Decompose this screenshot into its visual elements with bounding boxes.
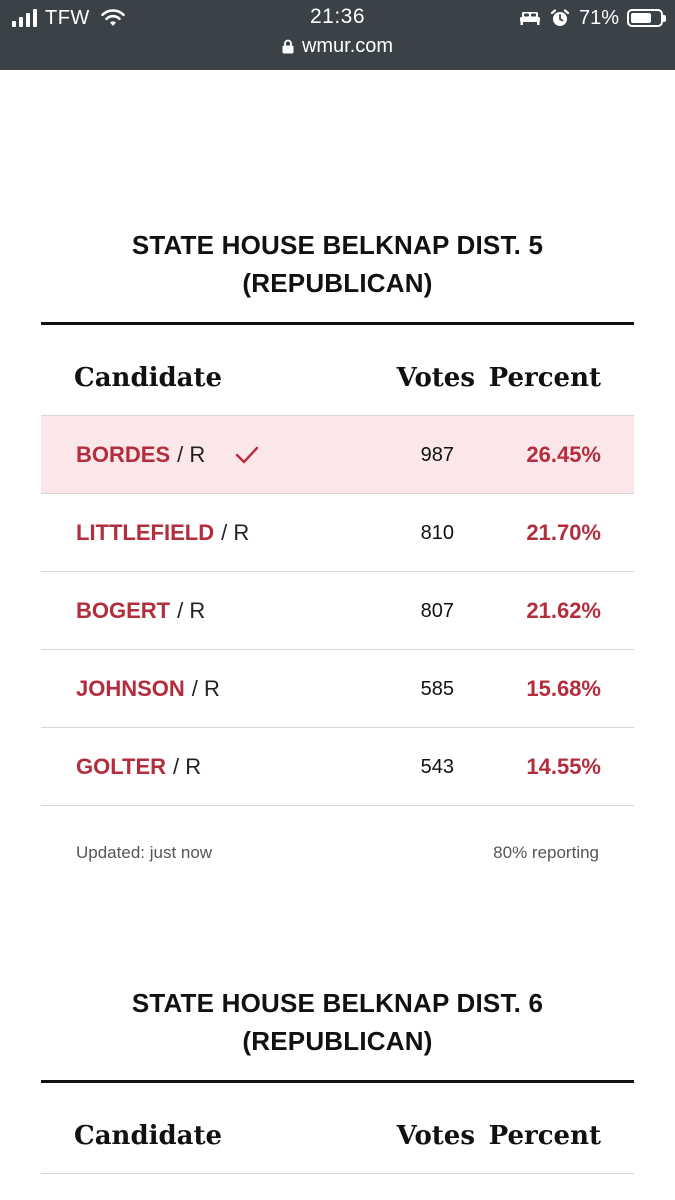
title-divider — [41, 322, 634, 325]
candidate-percent: 15.68% — [526, 676, 601, 701]
header-votes: Votes — [396, 1121, 475, 1151]
candidate-party: / R — [177, 442, 206, 467]
candidate-votes: 807 — [420, 600, 454, 622]
candidate-cell: BOGERT / R — [76, 598, 205, 624]
race-title-line: (REPUBLICAN) — [242, 1026, 433, 1056]
candidate-percent: 21.62% — [526, 598, 601, 623]
candidate-party: / R — [177, 598, 206, 623]
candidate-party: / R — [221, 520, 250, 545]
candidate-name: BORDES — [76, 442, 171, 467]
candidate-cell: GOLTER / R — [76, 754, 201, 780]
race-title-line: STATE HOUSE BELKNAP DIST. 6 — [131, 988, 544, 1018]
table-row: JOHNSON / R 585 15.68% — [41, 650, 634, 728]
candidate-name: JOHNSON — [76, 676, 185, 701]
status-bar: TFW 21:36 wmur.com 71% — [0, 0, 675, 70]
candidate-percent: 21.70% — [526, 520, 601, 545]
table-row: BORDES / R 987 26.45% — [41, 416, 634, 494]
clock-time: 21:36 — [309, 5, 366, 28]
race-footer: Updated: just now 80% reporting — [41, 806, 634, 896]
race-card: STATE HOUSE BELKNAP DIST. 6 (REPUBLICAN)… — [41, 984, 634, 1174]
carrier-name: TFW — [45, 6, 90, 29]
candidate-votes: 585 — [420, 678, 454, 700]
header-candidate: Candidate — [74, 1121, 223, 1151]
results-table-header: Candidate Votes Percent — [41, 1083, 634, 1174]
reporting-status: 80% reporting — [493, 843, 599, 862]
table-row: LITTLEFIELD / R 810 21.70% — [41, 494, 634, 572]
candidate-votes: 810 — [420, 522, 454, 544]
header-votes: Votes — [396, 363, 475, 393]
wifi-icon — [101, 9, 125, 26]
status-bar-left: TFW — [12, 5, 126, 31]
lock-icon — [282, 39, 294, 54]
page-url: wmur.com — [301, 35, 394, 57]
battery-icon — [627, 9, 666, 27]
race-title: STATE HOUSE BELKNAP DIST. 5 (REPUBLICAN) — [41, 226, 634, 302]
candidate-percent: 14.55% — [526, 754, 601, 779]
candidate-cell: JOHNSON / R — [76, 676, 220, 702]
header-candidate: Candidate — [74, 363, 223, 393]
candidate-name: LITTLEFIELD — [76, 520, 215, 545]
alarm-icon — [550, 9, 570, 26]
header-percent: Percent — [488, 1121, 601, 1151]
race-card: STATE HOUSE BELKNAP DIST. 5 (REPUBLICAN)… — [41, 226, 634, 896]
candidate-name: BOGERT — [76, 598, 171, 623]
signal-icon — [12, 9, 37, 27]
candidate-party: / R — [173, 754, 202, 779]
candidate-votes: 543 — [420, 756, 454, 778]
battery-level — [631, 13, 651, 23]
race-title-line: (REPUBLICAN) — [242, 268, 433, 298]
candidate-name: GOLTER — [76, 754, 167, 779]
checkmark-icon — [236, 446, 259, 464]
candidate-cell: LITTLEFIELD / R — [76, 520, 249, 546]
header-percent: Percent — [488, 363, 601, 393]
updated-time: Updated: just now — [76, 843, 213, 862]
title-divider — [41, 1080, 634, 1083]
battery-percent: 71% — [578, 6, 619, 29]
status-bar-right: 71% — [519, 5, 666, 31]
address-bar[interactable]: wmur.com — [0, 35, 675, 58]
candidate-cell: BORDES / R — [76, 442, 259, 468]
race-title-line: STATE HOUSE BELKNAP DIST. 5 — [131, 230, 544, 260]
results-table-header: Candidate Votes Percent — [41, 325, 634, 416]
race-title: STATE HOUSE BELKNAP DIST. 6 (REPUBLICAN) — [41, 984, 634, 1060]
table-row: BOGERT / R 807 21.62% — [41, 572, 634, 650]
bed-icon — [519, 12, 540, 25]
candidate-votes: 987 — [420, 444, 454, 466]
candidate-percent: 26.45% — [526, 442, 601, 467]
candidate-party: / R — [191, 676, 220, 701]
table-row: GOLTER / R 543 14.55% — [41, 728, 634, 806]
